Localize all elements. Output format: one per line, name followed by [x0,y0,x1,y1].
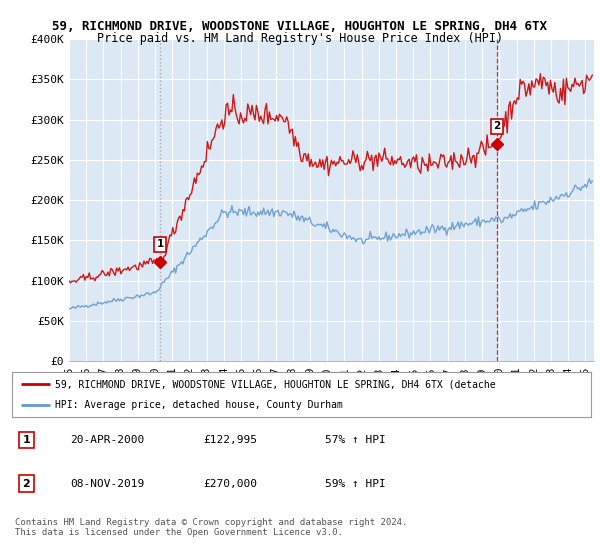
Text: HPI: Average price, detached house, County Durham: HPI: Average price, detached house, Coun… [55,400,343,410]
Text: £122,995: £122,995 [203,435,257,445]
Text: 1: 1 [23,435,31,445]
Text: 59% ↑ HPI: 59% ↑ HPI [325,479,385,488]
Text: Contains HM Land Registry data © Crown copyright and database right 2024.
This d: Contains HM Land Registry data © Crown c… [15,518,407,538]
Text: 1: 1 [157,240,164,249]
Text: 59, RICHMOND DRIVE, WOODSTONE VILLAGE, HOUGHTON LE SPRING, DH4 6TX: 59, RICHMOND DRIVE, WOODSTONE VILLAGE, H… [53,20,548,32]
Text: 2: 2 [493,121,500,131]
Text: 20-APR-2000: 20-APR-2000 [70,435,144,445]
Text: 2: 2 [23,479,31,488]
Text: 57% ↑ HPI: 57% ↑ HPI [325,435,385,445]
Text: 59, RICHMOND DRIVE, WOODSTONE VILLAGE, HOUGHTON LE SPRING, DH4 6TX (detache: 59, RICHMOND DRIVE, WOODSTONE VILLAGE, H… [55,380,496,390]
Text: 08-NOV-2019: 08-NOV-2019 [70,479,144,488]
Text: £270,000: £270,000 [203,479,257,488]
Text: Price paid vs. HM Land Registry's House Price Index (HPI): Price paid vs. HM Land Registry's House … [97,32,503,45]
